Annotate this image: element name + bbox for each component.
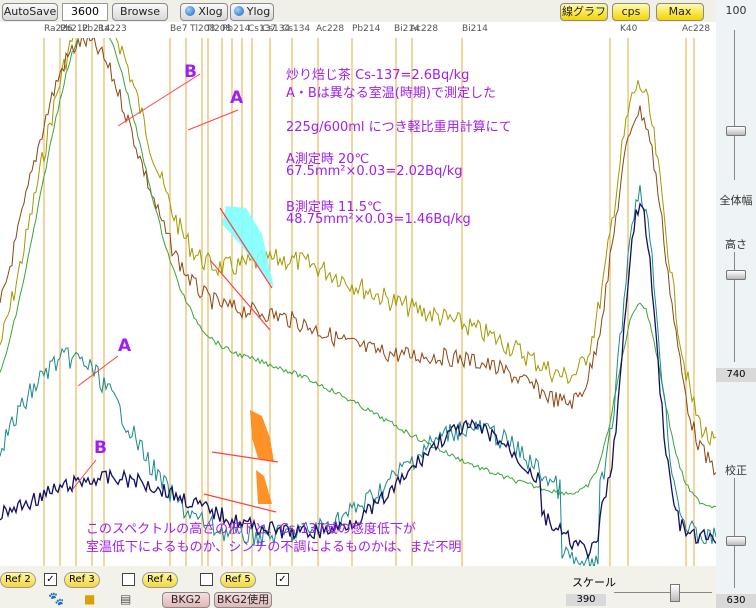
baseline-guide (203, 493, 277, 513)
ylog-label: Ylog (246, 5, 271, 18)
label-pointer (77, 355, 119, 387)
cs137-area-lower-b (256, 470, 272, 504)
xlog-label: Xlog (198, 5, 223, 18)
height-slider-thumb[interactable] (726, 270, 746, 280)
scale-slider[interactable] (614, 578, 712, 602)
height-value: 740 (716, 368, 756, 382)
cs137-area-lower-a (250, 410, 274, 462)
ylog-button[interactable]: Ylog (230, 3, 274, 21)
paw-icon[interactable]: 🐾 (48, 592, 65, 607)
peak-label: Ac228 (316, 24, 345, 34)
full-width-label: 全体幅 (719, 194, 753, 207)
baseline-guide (219, 207, 273, 289)
baseline-guide (209, 259, 271, 331)
height-label: 高さ (725, 238, 747, 251)
height-slider-track[interactable] (734, 252, 739, 362)
ref2-button[interactable]: Ref 2 (0, 572, 36, 588)
cps-button[interactable]: cps (612, 3, 650, 21)
xlog-radio-icon (185, 6, 196, 16)
cs137-area-a (222, 206, 274, 288)
annotation-a-temp: A測定時 20℃ (286, 152, 370, 167)
bkg2-button[interactable]: BKG2 (162, 592, 210, 608)
peak-label: Pb214 (352, 24, 381, 34)
peak-label: Ra226 (44, 24, 73, 34)
baseline-guide (211, 451, 279, 463)
ref3-checkbox[interactable] (122, 573, 135, 586)
peak-label: Cs134 (282, 24, 311, 34)
peak-label: Pb214 (82, 24, 111, 34)
x-axis: 1002003004005006007008009001000110012001… (0, 22, 716, 51)
toolbar: AutoSave 3600 Browse Xlog Ylog 線グラフ cps … (0, 0, 716, 22)
spectrum-plot[interactable] (0, 38, 716, 566)
calib-value: 630 (716, 594, 756, 608)
annotation-b-calc: 48.75mm²×0.03=1.46Bq/kg (286, 212, 471, 227)
label-a-lower: A (118, 336, 132, 356)
peak-label: Tl208 (190, 24, 216, 34)
peak-label: Be7 (170, 24, 188, 34)
label-b-lower: B (94, 438, 107, 458)
print-icon[interactable]: ▤ (120, 592, 132, 606)
peak-label: Bi214 (394, 24, 420, 34)
annotation-line3: 225g/600ml につき軽比重用計算にて (286, 120, 512, 135)
annotation-title: 炒り焙じ茶 Cs-137=2.6Bq/kg (286, 68, 470, 83)
ref4-button[interactable]: Ref 4 (142, 572, 178, 588)
label-pointer (187, 109, 239, 131)
line-graph-button[interactable]: 線グラフ (560, 3, 608, 21)
ref5-button[interactable]: Ref 5 (220, 572, 256, 588)
peak-label: Pb212 (60, 24, 89, 34)
max-button[interactable]: Max (656, 3, 704, 21)
lock-icon[interactable]: ■ (84, 592, 96, 606)
series-b-upper (0, 38, 716, 476)
ref4-checkbox[interactable] (200, 573, 213, 586)
ref5-checkbox[interactable]: ✓ (276, 573, 289, 586)
series-background (0, 38, 716, 509)
ref3-button[interactable]: Ref 3 (64, 572, 100, 588)
peak-label: Cs137 (248, 24, 277, 34)
scale-label: スケール (572, 576, 616, 589)
label-a-upper: A (230, 88, 244, 108)
right-panel: 100 全体幅 高さ 740 校正 630 (716, 0, 756, 608)
series-a-upper (0, 38, 716, 446)
annotation-bottom1: このスペクトルの高さの低下と、Cs-137域の感度低下が (86, 522, 416, 537)
label-pointer (71, 459, 97, 491)
annotation-b-temp: B測定時 11.5℃ (286, 200, 382, 215)
peak-label: Pb214 (222, 24, 251, 34)
xlog-button[interactable]: Xlog (180, 3, 228, 21)
calib-label: 校正 (725, 464, 747, 477)
annotation-line2: A・Bは異なる室温(時期)で測定した (286, 86, 496, 101)
annotation-a-calc: 67.5mm²×0.03=2.02Bq/kg (286, 164, 463, 179)
scale-value: 390 (566, 594, 606, 606)
peak-label: Ac228 (682, 24, 711, 34)
full-width-slider-thumb[interactable] (726, 126, 746, 136)
bkg2-use-button[interactable]: BKG2使用 (214, 592, 272, 608)
peak-label: Tl208 (206, 24, 232, 34)
autosave-button[interactable]: AutoSave (2, 3, 58, 21)
peak-label: Cs134 (262, 24, 291, 34)
ref2-checkbox[interactable]: ✓ (44, 573, 57, 586)
bottom-bar: Ref 2 ✓ Ref 3 Ref 4 Ref 5 ✓ 🐾 ■ ▤ BKG2 B… (0, 566, 716, 608)
annotation-bottom2: 室温低下によるものか、シンチの不調によるものかは、まだ不明 (86, 540, 462, 555)
top-value: 100 (725, 4, 747, 17)
peak-label: K40 (620, 24, 638, 34)
ylog-radio-icon (233, 6, 244, 16)
peak-label: Ra223 (98, 24, 127, 34)
count-field[interactable]: 3600 (62, 3, 108, 21)
series-a-lower (0, 184, 716, 566)
series-b-lower (0, 202, 716, 560)
browse-button[interactable]: Browse (112, 3, 168, 21)
label-b-upper: B (184, 62, 197, 82)
calib-slider-track[interactable] (734, 478, 739, 588)
calib-slider-thumb[interactable] (726, 536, 746, 546)
full-width-slider-track[interactable] (734, 30, 739, 180)
peak-label: Bi214 (462, 24, 488, 34)
spectrum-svg (0, 38, 716, 566)
label-pointer (117, 73, 201, 127)
peak-label: Ac228 (410, 24, 439, 34)
